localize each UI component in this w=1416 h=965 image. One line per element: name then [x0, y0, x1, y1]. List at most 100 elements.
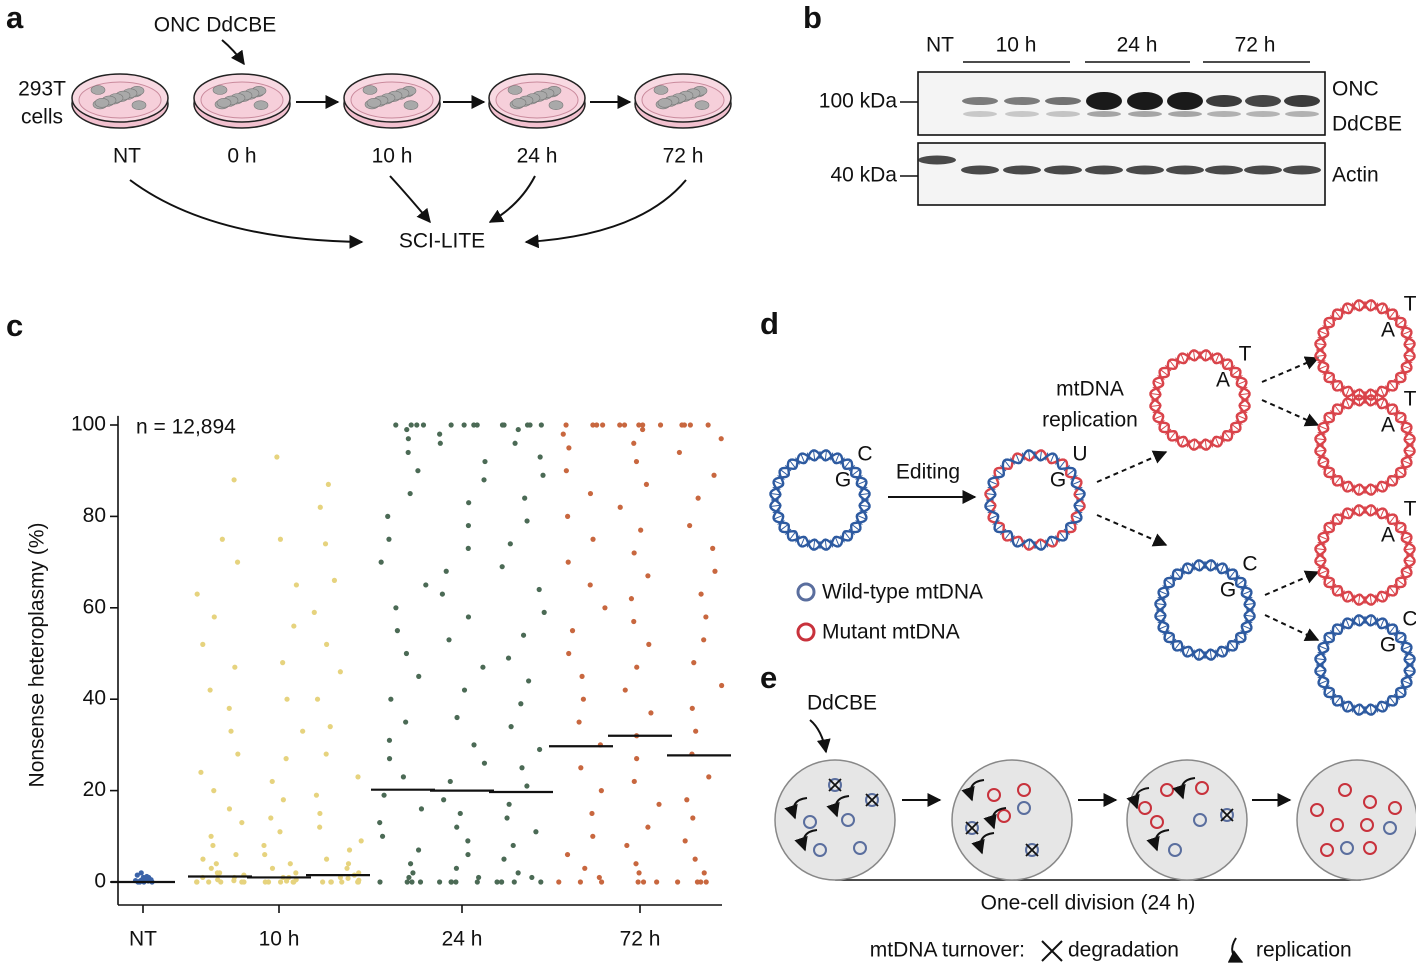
point [471, 742, 477, 748]
point [345, 861, 352, 867]
wildtype-mtdna [1025, 843, 1039, 857]
point [648, 710, 654, 716]
point [692, 856, 698, 862]
base-pair [1369, 705, 1372, 714]
base-pair [1380, 482, 1385, 491]
point [268, 815, 274, 821]
base-pair [1004, 532, 1011, 540]
base-pair [852, 524, 860, 531]
base-pair [774, 515, 783, 520]
band [1045, 97, 1081, 105]
point [476, 874, 482, 881]
point [564, 851, 571, 858]
point [415, 468, 421, 474]
annotation: n = 12,894 [136, 416, 236, 439]
cell [951, 759, 1073, 881]
span-label: One-cell division (24 h) [981, 892, 1196, 915]
base-pair [1237, 634, 1245, 641]
base-pair [774, 480, 783, 485]
base-letter: T [1404, 498, 1416, 521]
timepoint-label: 72 h [663, 145, 704, 168]
point [277, 879, 284, 885]
point [602, 605, 608, 611]
point [695, 495, 701, 501]
base-pair [1397, 579, 1405, 586]
base-pair [1402, 330, 1411, 335]
band [1003, 165, 1041, 175]
point [480, 664, 486, 670]
base-pair [1028, 540, 1031, 549]
base-pair [1397, 414, 1405, 421]
point [566, 650, 572, 657]
base-pair [1402, 365, 1411, 370]
strand [769, 449, 871, 551]
arrow [1096, 450, 1168, 483]
point [631, 550, 637, 556]
base-pair [1028, 451, 1031, 460]
point [453, 879, 459, 885]
point [693, 728, 699, 734]
base-pair [1220, 564, 1225, 573]
base-pair [1389, 625, 1396, 633]
base-letter: C [1402, 608, 1416, 631]
base-pair [1325, 524, 1333, 531]
base-pair [1240, 404, 1249, 407]
strand [1314, 614, 1416, 716]
point [448, 422, 454, 428]
band [1244, 165, 1282, 175]
base-pair [789, 460, 796, 468]
point [394, 628, 401, 634]
point [594, 422, 600, 428]
base-pair [857, 480, 866, 485]
base-pair [1160, 424, 1168, 431]
base-letter: T [1404, 388, 1416, 411]
base-pair [1154, 415, 1163, 420]
cell [1296, 759, 1416, 881]
base-pair [1067, 524, 1075, 531]
y-tick-label: 0 [94, 870, 106, 893]
point [311, 609, 317, 615]
base-pair [1316, 354, 1325, 357]
point [269, 778, 275, 785]
point [385, 513, 391, 520]
point [377, 879, 383, 885]
point [600, 422, 606, 428]
point [536, 746, 543, 753]
base-pair [989, 515, 998, 520]
arrow [389, 175, 431, 224]
point [436, 879, 443, 885]
base-pair [1224, 360, 1231, 368]
point [381, 792, 387, 798]
point [631, 618, 637, 625]
turnover-label: mtDNA turnover: [870, 939, 1025, 962]
point [633, 458, 640, 465]
point [262, 879, 268, 885]
base-pair [1405, 658, 1414, 661]
point [466, 500, 472, 506]
point [226, 806, 233, 812]
point [654, 879, 660, 885]
base-pair [1316, 669, 1325, 672]
base-pair [1209, 561, 1212, 570]
wildtype-mtdna [1168, 843, 1182, 857]
point [277, 536, 284, 542]
wildtype-mtdna [865, 793, 879, 807]
base-pair [1245, 614, 1254, 617]
point [657, 422, 664, 428]
point [587, 582, 593, 588]
point [465, 545, 471, 551]
point [506, 801, 512, 807]
base-pair [1402, 645, 1411, 650]
base-pair [1156, 614, 1165, 617]
base-pair [1319, 460, 1328, 465]
band [1005, 111, 1039, 117]
point [437, 431, 443, 437]
base-pair [1389, 587, 1396, 595]
legend-label: Wild-type mtDNA [822, 581, 983, 604]
band-label: ONC [1332, 78, 1379, 101]
base-pair [1215, 437, 1220, 446]
band [962, 97, 998, 105]
base-pair [835, 454, 840, 463]
base-pair [1334, 515, 1341, 523]
